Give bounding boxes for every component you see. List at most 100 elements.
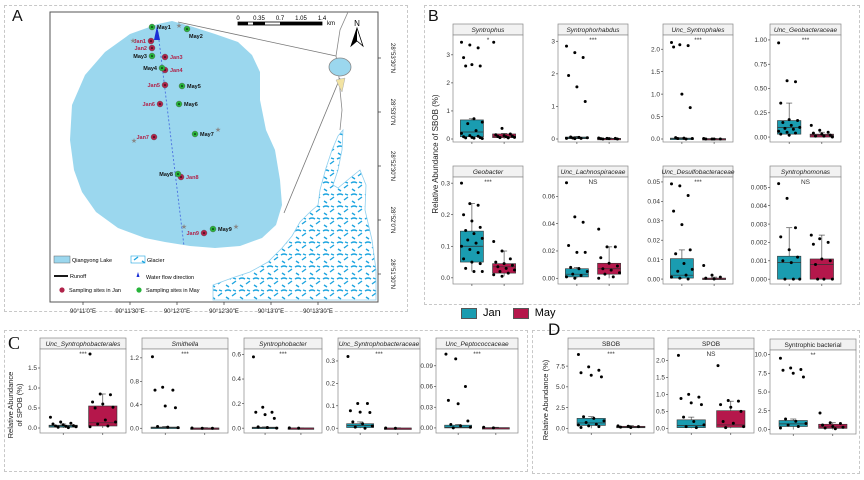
data-point [584,421,588,425]
data-point [602,419,606,423]
data-point [611,275,615,279]
data-point [599,375,603,379]
facet-title: Geobacter [473,169,504,176]
data-point [716,364,720,368]
data-point [460,40,464,44]
data-point [674,252,678,256]
data-point [781,259,785,263]
data-point [498,136,502,140]
facet-syntrophobacter: Syntrophobacter 0.0 0.2 0.4 0.6 *** [232,337,323,435]
data-point [684,137,688,141]
facet-title: Unc_Syntrophobacterales [46,341,122,348]
data-point [356,402,360,406]
data-point [472,117,476,121]
data-point [106,424,110,428]
data-point [263,413,267,417]
group-legend: Jan May [461,307,556,319]
data-point [466,419,470,423]
data-point [779,235,783,239]
data-point [798,277,802,281]
data-point [565,136,569,140]
data-point [451,426,455,430]
y-tick-label: 0.0 [28,425,37,432]
y-tick-label: 0.04 [542,221,555,228]
data-point [597,276,601,280]
facet-title: Unc_Peptococcaceae [445,341,509,348]
facet-unc-syntrophobacteraceae: Unc_Syntrophobacteraceae 0.0 0.1 0.2 0.3 *** [326,337,421,435]
data-point [472,136,476,140]
y-tick-label: 0.5 [656,409,665,416]
data-point [573,215,577,219]
data-point [176,426,180,430]
data-point [823,426,827,430]
data-point [687,392,691,396]
data-point [51,422,55,426]
panel-label-c: C [8,333,21,353]
data-point [210,426,214,430]
data-point [818,128,822,132]
data-point [684,425,688,429]
data-point [265,426,269,430]
panel-c-frame [4,330,528,472]
data-point [393,426,397,430]
data-point [472,232,476,236]
y-tick-label: 0.3 [326,358,335,365]
y-axis-label-d: Relative Abundance (%) [541,359,550,440]
panel-b-frame [424,5,860,305]
data-point [468,425,472,429]
data-point [150,355,154,359]
y-tick-label: 10.0 [754,352,767,359]
data-point [573,276,577,280]
data-point [368,411,372,415]
legend-label-jan: Jan [483,307,501,319]
data-point [678,184,682,188]
data-point [478,262,482,266]
data-point [585,136,589,140]
y-tick-label: 1 [551,104,555,111]
data-point [826,130,830,134]
data-point [583,250,587,254]
data-point [778,426,782,430]
data-point [787,248,791,252]
y-tick-label: 0 [446,136,450,143]
data-point [718,137,722,141]
data-point [704,137,708,141]
data-point [363,426,367,430]
facet-title: Syntrophic bacterial [784,342,842,349]
data-point [91,400,95,404]
y-tick-label: 0.03 [420,404,433,411]
data-point [670,40,674,44]
data-point [492,40,496,44]
data-point [804,422,808,425]
data-point [464,64,468,68]
data-point [464,229,468,232]
facet-title: Smithella [172,341,199,348]
facet-plot-area [337,348,421,434]
box-jan [676,419,706,428]
data-point [607,261,611,265]
data-point [171,388,175,392]
y-tick-label: 2 [446,80,450,87]
data-point [731,421,735,425]
y-tick-label: 0.00 [647,276,660,283]
facet-plot-area [435,348,519,434]
significance-label: *** [375,351,383,358]
data-point [462,213,466,217]
data-point [468,247,472,251]
data-point [820,132,824,136]
y-tick-label: 2 [551,71,555,78]
significance-label: *** [607,351,615,358]
data-point [690,267,694,271]
data-point [261,405,265,409]
data-point [814,134,818,138]
significance-label: *** [279,351,287,358]
data-point [251,355,255,359]
data-point [370,424,374,428]
significance-label: *** [473,351,481,358]
data-point [718,275,722,279]
facet-plot-area [769,349,857,435]
data-point [494,133,498,137]
box-jan [576,418,606,426]
data-point [676,353,680,357]
significance-label: *** [79,351,87,358]
